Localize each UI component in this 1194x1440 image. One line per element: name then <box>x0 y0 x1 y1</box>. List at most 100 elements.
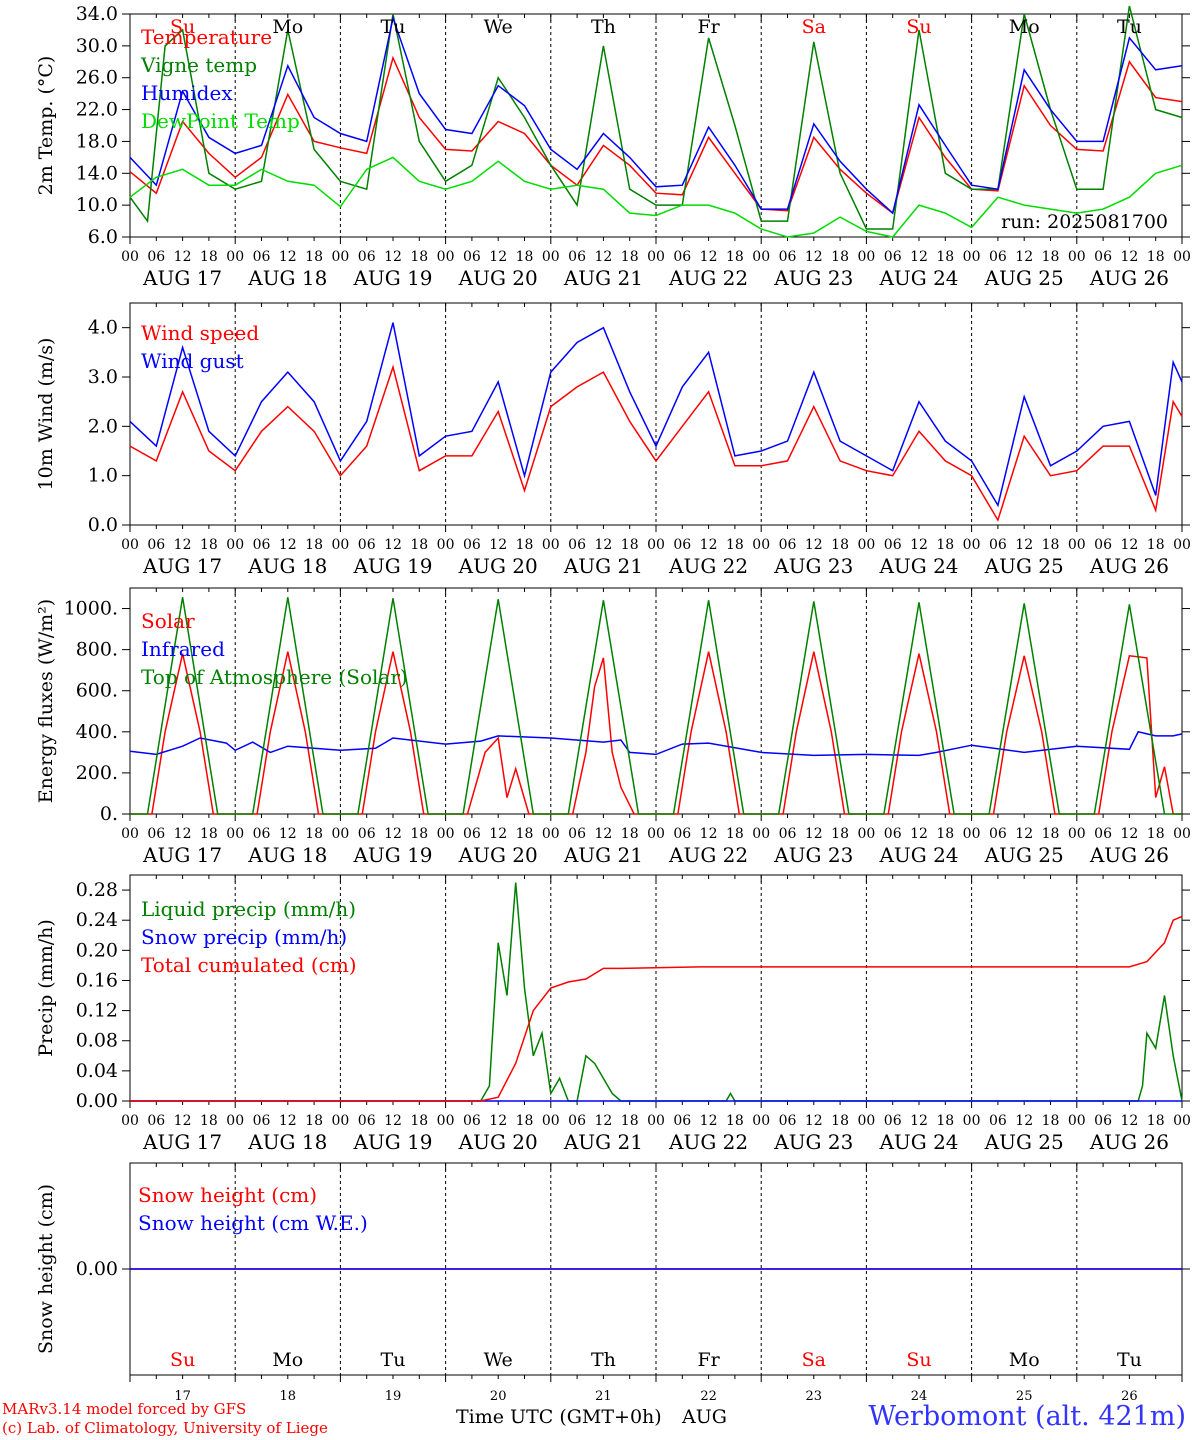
hour-tick-label: 18 <box>410 826 428 842</box>
hour-tick-label: 06 <box>463 826 481 842</box>
series-line <box>129 55 1183 215</box>
hour-tick-label: 12 <box>910 537 928 553</box>
hour-tick-label: 18 <box>516 249 534 265</box>
hour-tick-label: 18 <box>726 826 744 842</box>
hour-tick-label: 06 <box>779 826 797 842</box>
hour-tick-label: 00 <box>752 249 770 265</box>
y-tick-label: 26.0 <box>76 67 118 89</box>
hour-tick-label: 18 <box>1147 1113 1165 1129</box>
hour-tick-label: 18 <box>831 249 849 265</box>
date-label: AUG 19 <box>352 266 432 290</box>
date-label: AUG 26 <box>1089 266 1169 290</box>
hour-tick-label: 12 <box>910 249 928 265</box>
hour-tick-label: 00 <box>1068 1113 1086 1129</box>
y-tick-label: 2.0 <box>88 415 118 437</box>
hour-tick-label: 00 <box>963 537 981 553</box>
hour-tick-label: 12 <box>594 249 612 265</box>
day-number: 24 <box>911 1389 928 1404</box>
hour-tick-label: 18 <box>621 1113 639 1129</box>
hour-tick-label: 12 <box>1015 826 1033 842</box>
day-number: 25 <box>1016 1389 1033 1404</box>
day-number: 17 <box>174 1389 191 1404</box>
date-label: AUG 20 <box>458 554 538 578</box>
hour-tick-label: 18 <box>621 826 639 842</box>
y-tick-label: 0.12 <box>76 1000 118 1022</box>
hour-tick-label: 00 <box>226 1113 244 1129</box>
y-axis-label: Precip (mm/h) <box>35 919 57 1057</box>
hour-tick-label: 18 <box>305 1113 323 1129</box>
hour-tick-label: 12 <box>594 1113 612 1129</box>
hour-tick-label: 00 <box>121 1113 139 1129</box>
date-label: AUG 23 <box>773 1130 853 1154</box>
hour-tick-label: 00 <box>752 537 770 553</box>
y-axis-label: 10m Wind (m/s) <box>35 338 57 491</box>
y-tick-label: 0. <box>100 803 118 825</box>
hour-tick-label: 06 <box>1094 826 1112 842</box>
hour-tick-label: 12 <box>700 1113 718 1129</box>
hour-tick-label: 18 <box>410 537 428 553</box>
hour-tick-label: 12 <box>594 537 612 553</box>
hour-tick-label: 06 <box>989 1113 1007 1129</box>
hour-tick-label: 00 <box>963 249 981 265</box>
hour-tick-label: 18 <box>516 537 534 553</box>
hour-tick-label: 12 <box>805 249 823 265</box>
hour-tick-label: 00 <box>121 826 139 842</box>
date-label: AUG 21 <box>563 1130 643 1154</box>
date-label: AUG 22 <box>668 843 748 867</box>
hour-tick-label: 00 <box>437 249 455 265</box>
date-label: AUG 19 <box>352 1130 432 1154</box>
legend-entry: Humidex <box>141 81 233 105</box>
hour-tick-label: 00 <box>331 1113 349 1129</box>
credit-model: MARv3.14 model forced by GFS <box>2 1400 247 1418</box>
weekday-label: Tu <box>1117 16 1142 38</box>
y-tick-label: 14.0 <box>76 162 118 184</box>
day-number: 22 <box>700 1389 717 1404</box>
hour-tick-label: 00 <box>121 249 139 265</box>
hour-tick-label: 18 <box>200 537 218 553</box>
date-label: AUG 26 <box>1089 554 1169 578</box>
series-line <box>129 15 1183 215</box>
hour-tick-label: 06 <box>673 826 691 842</box>
hour-tick-label: 06 <box>568 249 586 265</box>
date-label: AUG 19 <box>352 554 432 578</box>
series-line <box>130 915 1183 1102</box>
date-label: AUG 20 <box>458 843 538 867</box>
hour-tick-label: 00 <box>1173 1113 1191 1129</box>
date-label: AUG 25 <box>984 843 1064 867</box>
y-tick-label: 800. <box>76 639 118 661</box>
weekday-label: Su <box>170 16 195 38</box>
weekday-label: Th <box>591 1349 616 1371</box>
date-label: AUG 24 <box>878 266 958 290</box>
date-label: AUG 17 <box>142 554 222 578</box>
hour-tick-label: 06 <box>358 826 376 842</box>
hour-tick-label: 06 <box>463 1113 481 1129</box>
date-label: AUG 17 <box>142 1130 222 1154</box>
hour-tick-label: 06 <box>989 249 1007 265</box>
hour-tick-label: 00 <box>1068 249 1086 265</box>
hour-tick-label: 06 <box>253 1113 271 1129</box>
hour-tick-label: 18 <box>410 249 428 265</box>
hour-tick-label: 06 <box>989 826 1007 842</box>
hour-tick-label: 12 <box>174 249 192 265</box>
weekday-label: Sa <box>802 1349 826 1371</box>
hour-tick-label: 18 <box>831 537 849 553</box>
hour-tick-label: 12 <box>700 826 718 842</box>
hour-tick-label: 18 <box>1042 1113 1060 1129</box>
hour-tick-label: 12 <box>594 826 612 842</box>
day-number: 18 <box>280 1389 297 1404</box>
hour-tick-label: 12 <box>1015 1113 1033 1129</box>
legend-entry: Snow precip (mm/h) <box>141 925 347 949</box>
y-tick-label: 600. <box>76 680 118 702</box>
date-label: AUG 21 <box>563 554 643 578</box>
hour-tick-label: 18 <box>936 826 954 842</box>
hour-tick-label: 12 <box>279 826 297 842</box>
y-tick-label: 18.0 <box>76 130 118 152</box>
date-label: AUG 18 <box>247 843 327 867</box>
hour-tick-label: 06 <box>253 249 271 265</box>
hour-tick-label: 00 <box>542 826 560 842</box>
y-tick-label: 0.0 <box>88 514 118 536</box>
hour-tick-label: 00 <box>1173 249 1191 265</box>
hour-tick-label: 06 <box>463 249 481 265</box>
hour-tick-label: 12 <box>384 1113 402 1129</box>
hour-tick-label: 12 <box>805 1113 823 1129</box>
